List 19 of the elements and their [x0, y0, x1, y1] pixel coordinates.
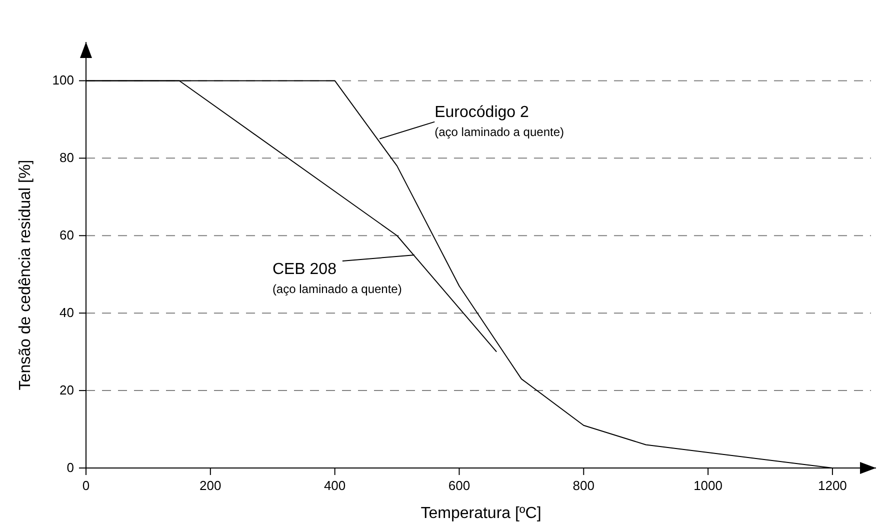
- annotation: Eurocódigo 2: [434, 104, 529, 121]
- y-tick-label: 60: [60, 228, 74, 243]
- y-axis-title: Tensão de cedência residual [%]: [17, 160, 34, 390]
- x-tick-label: 600: [448, 478, 470, 493]
- x-tick-label: 400: [324, 478, 346, 493]
- x-tick-label: 800: [572, 478, 594, 493]
- y-tick-label: 0: [66, 460, 74, 475]
- y-tick-label: 40: [60, 305, 74, 320]
- annotation: CEB 208: [272, 261, 337, 278]
- annotation: (aço laminado a quente): [272, 282, 402, 296]
- y-tick-label: 100: [52, 72, 74, 88]
- x-tick-label: 1000: [694, 478, 723, 493]
- y-tick-label: 20: [60, 382, 74, 398]
- x-tick-label: 1200: [818, 478, 847, 493]
- x-tick-label: 200: [200, 478, 222, 493]
- x-axis-title: Temperatura [ºC]: [420, 505, 542, 522]
- y-tick-label: 80: [60, 150, 74, 166]
- x-tick-label: 0: [82, 478, 90, 493]
- annotation: (aço laminado a quente): [434, 124, 564, 139]
